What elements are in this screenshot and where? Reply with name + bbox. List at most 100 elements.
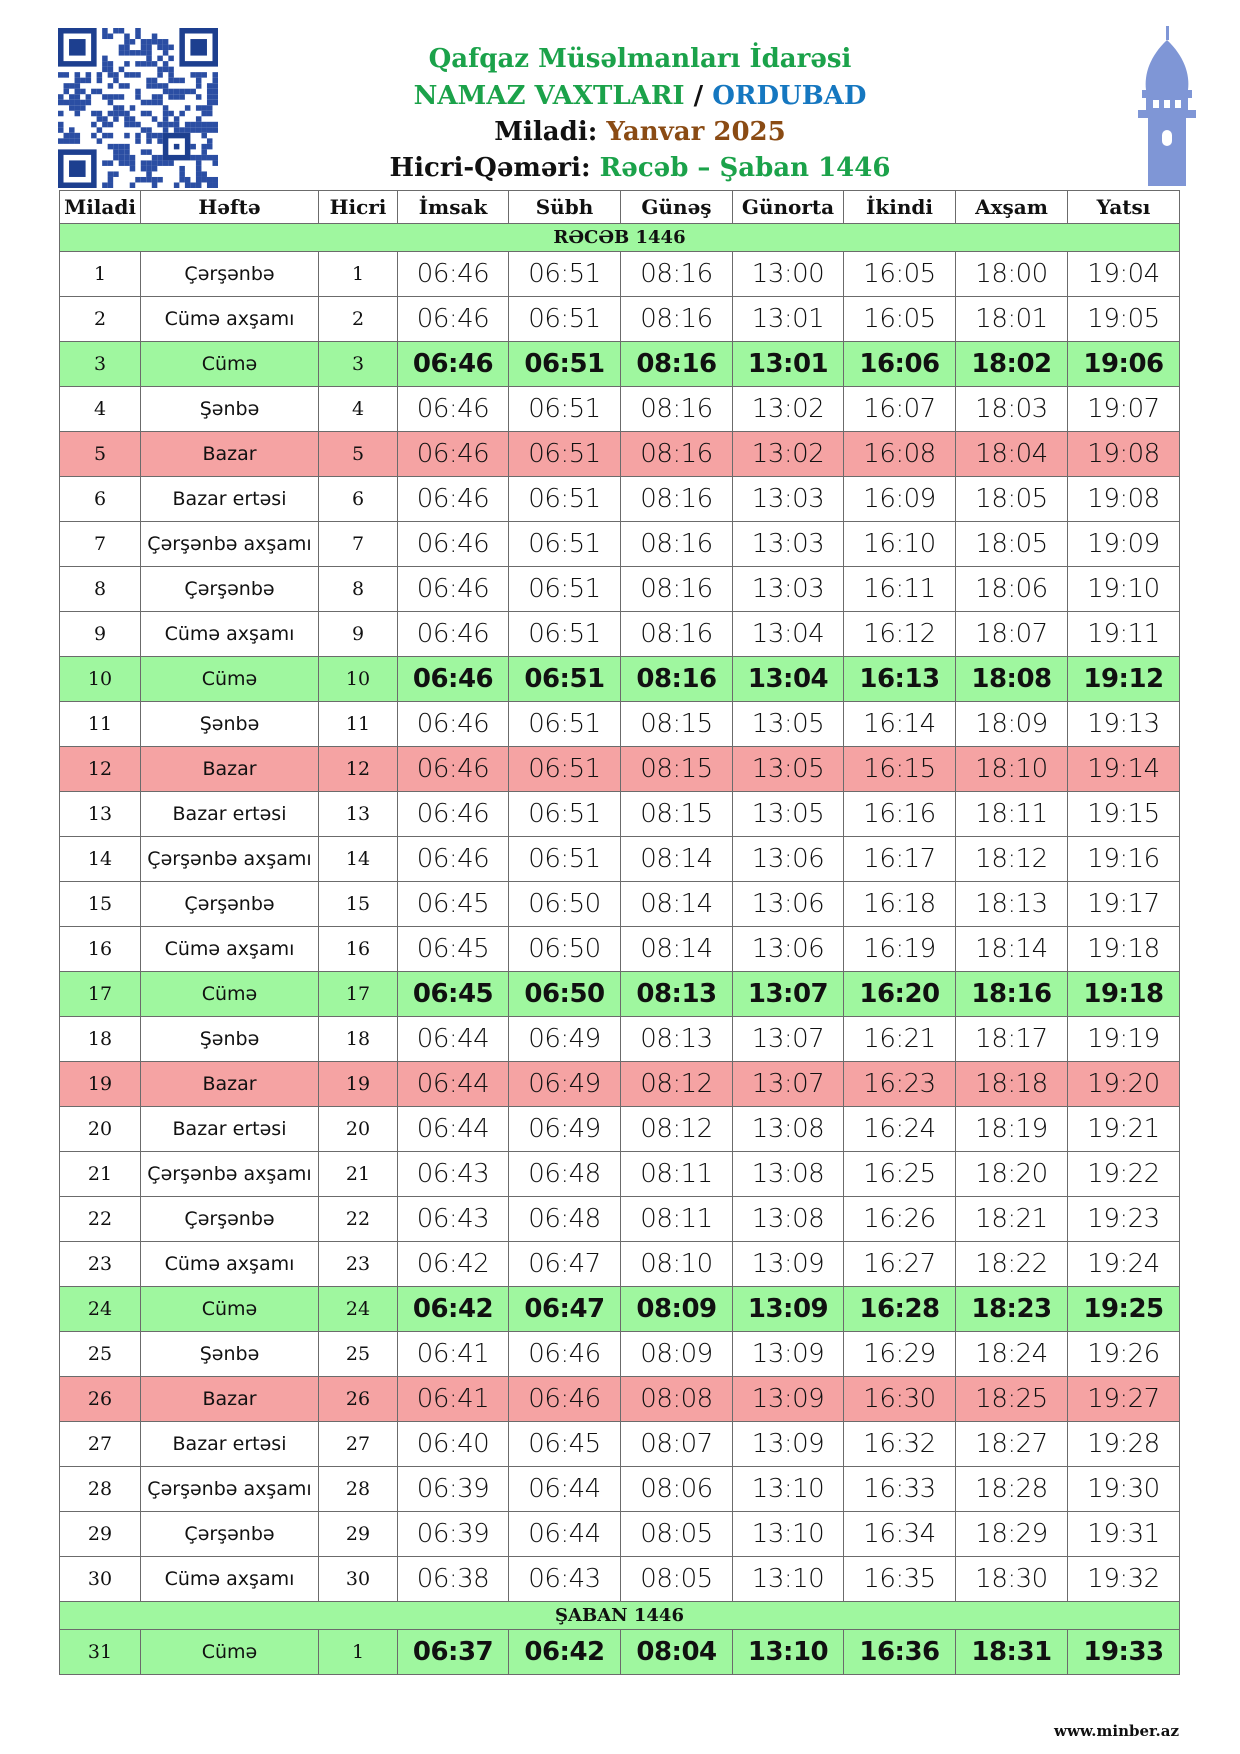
weekday: Bazar ertəsi [140,1421,319,1467]
qr-module [168,55,174,62]
prayer-time: 08:15 [620,701,733,747]
qr-module [140,127,147,133]
qr-module [74,83,81,89]
prayer-time: 19:23 [1067,1196,1180,1242]
prayer-time: 06:44 [508,1511,621,1557]
day-row: 10 Cümə 10 06:46 06:51 08:16 13:04 16:13 18:08 19… [59,656,1180,702]
prayer-time: 06:40 [397,1421,509,1467]
date: 28 [318,1466,398,1512]
qr-module [195,105,202,111]
date: 5 [318,431,398,477]
qr-module [69,99,75,106]
prayer-time: 13:10 [732,1556,844,1602]
date: 16 [59,926,141,972]
weekday: Bazar [140,1061,319,1107]
footer: www.minber.az [1054,1722,1179,1740]
prayer-time: 06:45 [397,971,509,1017]
weekday: Çərşənbə [140,566,319,612]
hijri-label: Hicri-Qəməri: [389,153,591,183]
qr-module [118,44,125,51]
qr-module [201,105,207,111]
qr-module [151,61,158,67]
qr-module [91,88,97,95]
prayer-time: 06:49 [508,1061,621,1107]
qr-module [118,94,125,100]
prayer-time: 06:46 [397,836,509,882]
minaret-icon [1138,26,1196,186]
prayer-time: 06:42 [508,1629,621,1675]
weekday: Cümə [140,1286,319,1332]
prayer-time: 08:16 [620,476,733,522]
date: 18 [318,1016,398,1062]
date: 12 [59,746,141,792]
weekday: Şənbə [140,701,319,747]
prayer-time: 16:12 [843,611,956,657]
qr-module [157,99,163,106]
date: 12 [318,746,398,792]
day-row: 9 Cümə axşamı 9 06:46 06:51 08:16 13:04 16:12 18… [59,611,1180,657]
prayer-time: 08:11 [620,1151,733,1197]
qr-module [201,132,207,139]
weekday: Bazar ertəsi [140,791,319,837]
qr-module [135,33,141,40]
day-row: 23 Cümə axşamı 23 06:42 06:47 08:10 13:09 16:27… [59,1241,1180,1287]
day-row: 1 Çərşənbə 1 06:46 06:51 08:16 13:00 16:05 18:00… [59,251,1180,297]
qr-module [173,116,180,122]
weekday: Çərşənbə [140,881,319,927]
qr-module [74,94,81,100]
prayer-time: 13:05 [732,746,844,792]
date: 26 [59,1376,141,1422]
prayer-time: 18:14 [955,926,1068,972]
qr-module [63,72,70,78]
prayer-time: 13:02 [732,386,844,432]
prayer-time: 16:15 [843,746,956,792]
qr-module [168,160,174,166]
date: 8 [59,566,141,612]
prayer-time: 08:16 [620,431,733,477]
qr-module [124,160,130,166]
qr-module [151,116,158,122]
qr-module [195,171,202,177]
qr-module [113,28,119,34]
prayer-time: 06:46 [397,341,509,387]
prayer-time: 06:46 [508,1331,621,1377]
prayer-time: 13:09 [732,1421,844,1467]
qr-module [212,77,218,84]
qr-module [201,110,207,117]
qr-module [69,160,86,177]
qr-module [58,121,64,128]
prayer-time: 16:34 [843,1511,956,1557]
prayer-time: 13:10 [732,1511,844,1557]
qr-module [58,138,64,144]
qr-module [129,50,136,56]
weekday: Çərşənbə axşamı [140,1466,319,1512]
prayer-time: 19:28 [1067,1421,1180,1467]
qr-code [58,28,218,188]
prayer-time: 19:18 [1067,971,1180,1017]
qr-module [201,176,207,183]
prayer-time: 16:25 [843,1151,956,1197]
prayer-time: 13:07 [732,1016,844,1062]
qr-module [96,116,103,122]
prayer-time: 06:47 [508,1241,621,1287]
day-row: 7 Çərşənbə axşamı 7 06:46 06:51 08:16 13:03 16:… [59,521,1180,567]
date: 3 [59,341,141,387]
qr-module [190,72,196,78]
prayer-time: 06:44 [397,1061,509,1107]
date: 4 [59,386,141,432]
day-row: 2 Cümə axşamı 2 06:46 06:51 08:16 13:01 16:05 18… [59,296,1180,342]
prayer-time: 06:47 [508,1286,621,1332]
prayer-time: 06:46 [397,611,509,657]
prayer-time: 19:32 [1067,1556,1180,1602]
prayer-time: 06:43 [508,1556,621,1602]
date: 13 [59,791,141,837]
qr-module [91,132,97,139]
qr-module [113,110,119,117]
qr-module [102,66,108,73]
qr-module [74,105,81,111]
prayer-time: 16:24 [843,1106,956,1152]
weekday: Cümə axşamı [140,1241,319,1287]
qr-module [129,165,136,172]
qr-module [140,165,147,172]
prayer-time: 08:15 [620,746,733,792]
